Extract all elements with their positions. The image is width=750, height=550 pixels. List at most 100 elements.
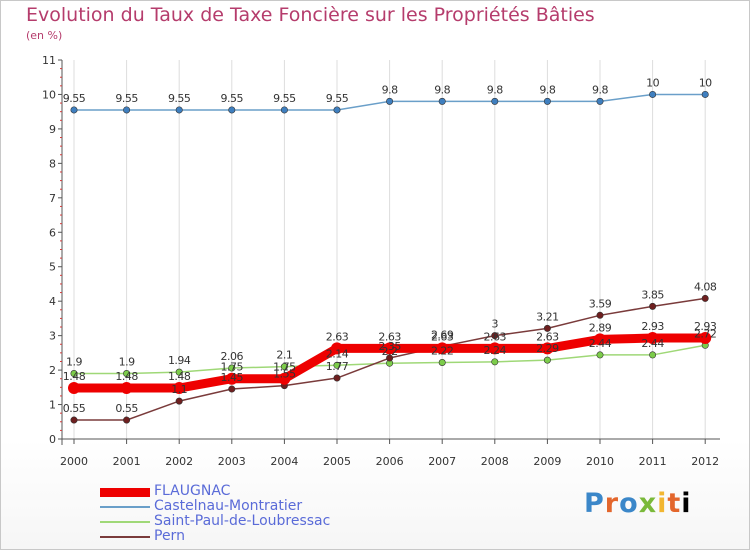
data-point — [436, 342, 449, 355]
data-label: 2.63 — [536, 330, 559, 343]
data-label: 9.55 — [273, 92, 296, 105]
data-label: 2.89 — [589, 321, 612, 334]
data-label: 9.55 — [63, 92, 86, 105]
chart-subtitle: (en %) — [26, 29, 63, 42]
x-tick-label: 2002 — [165, 455, 193, 468]
data-label: 1.45 — [221, 371, 244, 384]
data-label: 2.1 — [276, 349, 292, 362]
x-tick-label: 2006 — [376, 455, 404, 468]
x-tick-label: 2010 — [586, 455, 614, 468]
data-point — [438, 97, 446, 105]
data-point — [491, 97, 499, 105]
data-label: 1.75 — [273, 361, 296, 374]
x-tick-label: 2001 — [113, 455, 141, 468]
data-label: 9.8 — [539, 83, 555, 96]
data-point — [541, 342, 554, 355]
data-point — [278, 372, 291, 385]
data-point — [280, 106, 288, 114]
data-point — [649, 90, 657, 98]
data-point — [438, 359, 446, 367]
legend-label: Pern — [154, 528, 185, 544]
data-point — [228, 364, 236, 372]
chart-title: Evolution du Taux de Taxe Foncière sur l… — [26, 4, 595, 26]
data-point — [491, 332, 499, 340]
data-label: 1.75 — [221, 361, 244, 374]
data-point — [173, 382, 186, 395]
data-label: 9.55 — [221, 92, 244, 105]
data-label: 3.59 — [589, 297, 612, 310]
data-label: 2.72 — [694, 327, 717, 340]
data-label: 2.06 — [221, 350, 244, 363]
x-tick-label: 2003 — [218, 455, 246, 468]
data-label: 2.93 — [694, 320, 717, 333]
data-point — [175, 368, 183, 376]
data-point — [543, 324, 551, 332]
data-label: 1.48 — [168, 370, 191, 383]
data-point — [596, 97, 604, 105]
data-label: 1.48 — [115, 370, 138, 383]
data-label: 4.08 — [694, 280, 717, 293]
data-point — [331, 342, 343, 355]
y-tick-label: 5 — [49, 261, 56, 274]
x-tick-label: 2008 — [481, 455, 509, 468]
data-label: 1.9 — [66, 356, 82, 369]
x-tick-label: 2004 — [270, 455, 298, 468]
x-tick-label: 2005 — [323, 455, 351, 468]
legend-swatch — [100, 521, 150, 523]
proxiti-logo: Proxiti — [584, 488, 692, 519]
y-tick-label: 8 — [49, 157, 56, 170]
data-point — [70, 106, 78, 114]
legend-swatch — [100, 506, 150, 508]
data-label: 2.63 — [484, 330, 507, 343]
data-label: 10 — [699, 76, 712, 89]
y-tick-label: 3 — [49, 330, 56, 343]
data-label: 0.55 — [115, 402, 138, 415]
data-label: 1.1 — [171, 383, 187, 396]
legend-label: Saint-Paul-de-Loubressac — [154, 513, 331, 529]
data-point — [228, 385, 236, 393]
data-label: 2.29 — [536, 342, 559, 355]
data-label: 9.8 — [487, 83, 503, 96]
data-label: 9.55 — [115, 92, 138, 105]
data-label: 2.44 — [589, 337, 612, 350]
data-point — [701, 90, 709, 98]
data-label: 2.44 — [641, 337, 664, 350]
y-tick-label: 11 — [42, 54, 56, 67]
data-point — [70, 370, 78, 378]
data-point — [175, 106, 183, 114]
data-label: 2.63 — [431, 330, 454, 343]
data-point — [70, 416, 78, 424]
x-tick-label: 2011 — [639, 455, 667, 468]
data-point — [68, 382, 80, 395]
x-tick-label: 2009 — [533, 455, 561, 468]
data-label: 3.21 — [536, 310, 559, 323]
data-point — [333, 361, 341, 369]
y-tick-label: 10 — [42, 88, 56, 101]
data-point — [543, 356, 551, 364]
data-label: 10 — [646, 76, 659, 89]
legend-swatch — [100, 487, 150, 497]
data-point — [225, 372, 238, 385]
x-tick-label: 2007 — [428, 455, 456, 468]
data-label: 1.55 — [273, 368, 296, 381]
data-point — [594, 333, 606, 346]
legend-swatch — [100, 536, 150, 538]
y-tick-label: 6 — [49, 226, 56, 239]
x-tick-label: 2012 — [691, 455, 719, 468]
data-label: 1.77 — [326, 360, 349, 373]
y-tick-label: 9 — [49, 123, 56, 136]
y-tick-label: 2 — [49, 364, 56, 377]
data-label: 1.48 — [63, 370, 86, 383]
data-point — [649, 351, 657, 359]
data-point — [701, 294, 709, 302]
data-label: 9.55 — [168, 92, 191, 105]
data-label: 1.94 — [168, 354, 191, 367]
data-point — [491, 358, 499, 366]
data-point — [123, 106, 131, 114]
data-point — [386, 97, 394, 105]
data-point — [699, 332, 712, 345]
data-label: 2.63 — [378, 330, 401, 343]
data-point — [649, 302, 657, 310]
data-label: 2.35 — [378, 340, 401, 353]
